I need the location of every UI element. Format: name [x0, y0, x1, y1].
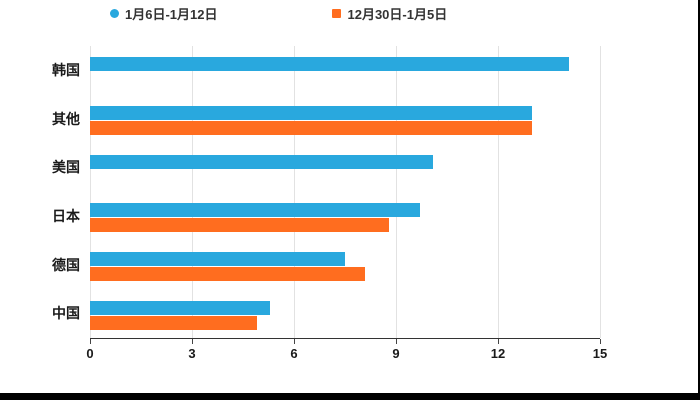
x-axis-tick-mark — [192, 339, 193, 344]
x-axis-tick-label: 9 — [392, 346, 400, 361]
y-axis-category-label: 其他 — [52, 110, 80, 127]
bar-series-2-德国 — [90, 267, 366, 281]
legend-square-marker-icon — [332, 8, 342, 18]
y-axis-category-label: 中国 — [52, 305, 80, 322]
plot-area — [90, 46, 601, 339]
legend-item-week1[interactable]: 12月30日-1月5日 — [332, 4, 447, 23]
chart-canvas: 1月6日-1月12日 12月30日-1月5日 0 3 6 9 12 15 韩国其他美国日本德… — [0, 0, 698, 393]
bar-series-2-中国 — [90, 315, 257, 330]
bar-series-1-其他 — [90, 106, 532, 120]
x-axis-tick-mark — [294, 339, 295, 344]
bar-series-1-美国 — [90, 154, 434, 169]
x-axis-tick-label: 6 — [290, 346, 298, 361]
x-axis-tick-label: 0 — [86, 346, 94, 361]
x-axis-tick-mark — [498, 339, 499, 344]
bar-series-2-其他 — [90, 121, 532, 135]
gridline — [600, 46, 601, 338]
bar-series-1-日本 — [90, 203, 420, 218]
bar-series-1-中国 — [90, 300, 271, 315]
legend-label-week1: 12月30日-1月5日 — [347, 6, 448, 22]
legend-circle-marker-icon — [110, 8, 119, 18]
gridline — [396, 46, 397, 338]
gridline — [90, 46, 91, 338]
y-axis-category-label: 美国 — [52, 159, 80, 176]
x-axis-tick-mark — [396, 339, 397, 344]
x-axis-tick-mark — [90, 339, 91, 344]
x-axis-tick-mark — [600, 339, 601, 344]
bar-series-2-日本 — [90, 218, 390, 233]
gridline — [498, 46, 499, 338]
y-axis-category-label: 韩国 — [52, 62, 80, 78]
legend: 1月6日-1月12日 12月30日-1月5日 — [110, 3, 447, 23]
gridline — [192, 46, 193, 338]
gridline — [294, 46, 295, 338]
bar-series-1-韩国 — [90, 57, 570, 72]
bar-series-1-德国 — [90, 252, 345, 266]
legend-label-week2: 1月6日-1月12日 — [125, 6, 218, 22]
legend-item-week2[interactable]: 1月6日-1月12日 — [110, 4, 217, 23]
y-axis-category-label: 日本 — [52, 208, 80, 224]
y-axis-category-label: 德国 — [52, 256, 80, 273]
x-axis-tick-label: 3 — [188, 346, 196, 361]
x-axis-tick-label: 12 — [490, 346, 506, 361]
x-axis-tick-label: 15 — [592, 346, 608, 361]
